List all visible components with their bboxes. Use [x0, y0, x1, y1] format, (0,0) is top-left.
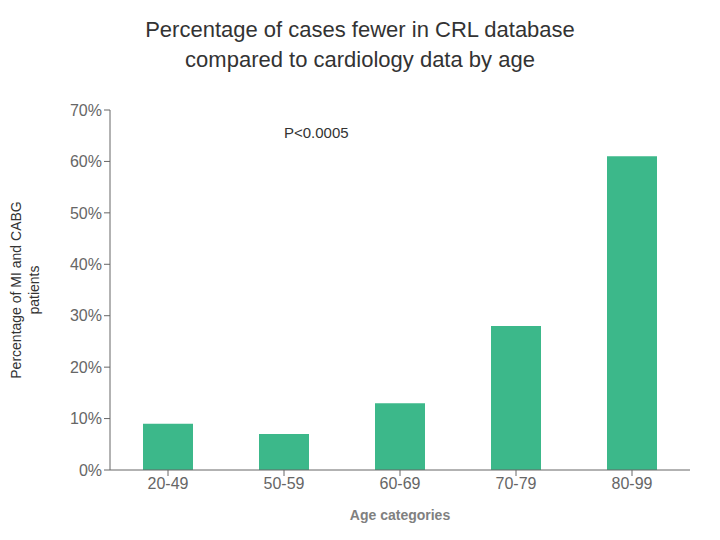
svg-text:50%: 50%: [70, 205, 102, 222]
svg-text:10%: 10%: [70, 410, 102, 427]
svg-text:20%: 20%: [70, 359, 102, 376]
svg-text:0%: 0%: [79, 462, 102, 479]
svg-text:Age categories: Age categories: [350, 507, 451, 523]
svg-text:60-69: 60-69: [380, 475, 421, 492]
svg-text:60%: 60%: [70, 153, 102, 170]
svg-text:30%: 30%: [70, 307, 102, 324]
html-text:Percentage of MI and CABG: Percentage of MI and CABG: [8, 201, 24, 379]
svg-text:40%: 40%: [70, 256, 102, 273]
html-text:Percentage of cases fewer in C: Percentage of cases fewer in CRL databas…: [145, 17, 575, 42]
svg-text:70-79: 70-79: [496, 475, 537, 492]
html-text:P<0.0005: P<0.0005: [284, 124, 349, 142]
svg-text:80-99: 80-99: [612, 475, 653, 492]
svg-text:70%: 70%: [70, 102, 102, 119]
svg-text:20-49: 20-49: [148, 475, 189, 492]
html-text:compared to cardiology data by: compared to cardiology data by age: [185, 47, 535, 72]
svg-text:50-59: 50-59: [264, 475, 305, 492]
html-text:patients: patients: [26, 265, 42, 315]
